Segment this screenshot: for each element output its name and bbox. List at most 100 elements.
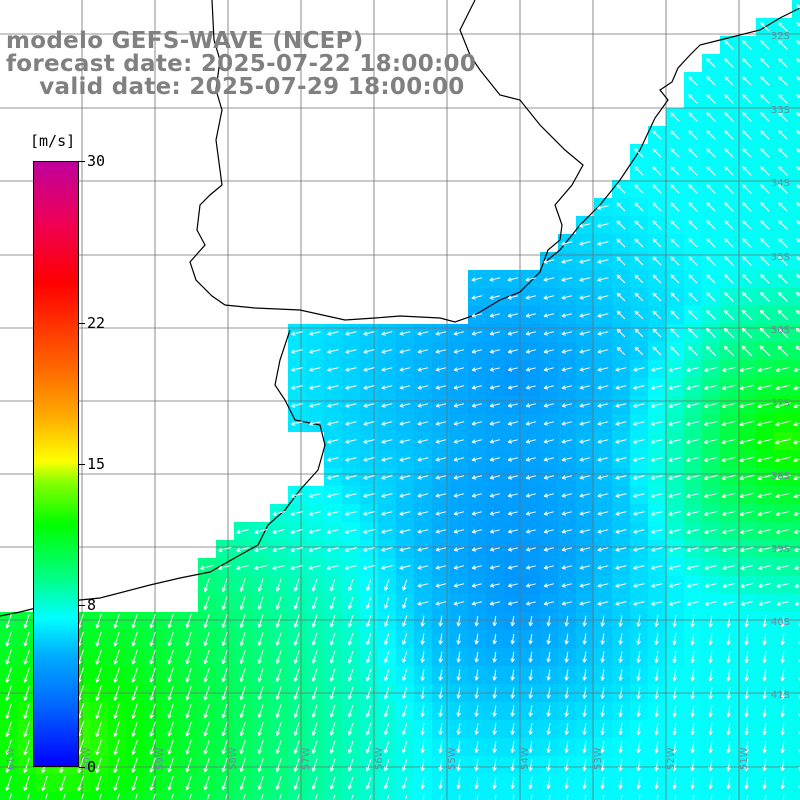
longitude-label: 55W bbox=[447, 747, 458, 770]
wind-arrow bbox=[793, 385, 800, 391]
wind-arrow bbox=[602, 795, 605, 800]
wind-arrow bbox=[597, 565, 609, 570]
wind-arrow bbox=[723, 327, 735, 339]
wind-arrow bbox=[221, 668, 228, 683]
wind-speed-cell bbox=[558, 792, 576, 800]
wind-arrow bbox=[453, 565, 465, 570]
wind-arrow bbox=[327, 331, 339, 336]
longitude-label: 60W bbox=[82, 747, 93, 770]
wind-speed-cell bbox=[720, 792, 738, 800]
wind-arrow bbox=[597, 295, 609, 300]
wind-arrow bbox=[113, 721, 120, 737]
wind-arrow bbox=[757, 456, 773, 463]
wind-arrow bbox=[561, 547, 573, 552]
wind-arrow bbox=[561, 277, 573, 282]
wind-arrow bbox=[706, 274, 716, 284]
wind-arrow bbox=[95, 739, 102, 755]
wind-arrow bbox=[489, 421, 501, 426]
wind-arrow bbox=[724, 94, 734, 104]
wind-arrow bbox=[670, 148, 680, 158]
wind-arrow bbox=[203, 596, 210, 610]
wind-arrow bbox=[548, 795, 551, 800]
wind-arrow bbox=[670, 274, 680, 284]
wind-arrow bbox=[149, 667, 156, 683]
wind-arrow bbox=[381, 529, 393, 534]
wind-speed-cell bbox=[792, 144, 800, 162]
wind-arrow bbox=[794, 565, 800, 570]
wind-arrow bbox=[775, 456, 791, 463]
wind-arrow bbox=[507, 439, 519, 444]
wind-arrow bbox=[757, 366, 773, 373]
wind-arrow bbox=[471, 475, 483, 480]
wind-arrow bbox=[636, 669, 641, 681]
wind-arrow bbox=[167, 775, 174, 791]
wind-arrow bbox=[564, 633, 569, 645]
wind-arrow bbox=[686, 366, 700, 372]
wind-arrow bbox=[311, 758, 318, 772]
wind-arrow bbox=[23, 649, 30, 665]
wind-arrow bbox=[350, 794, 354, 800]
wind-arrow bbox=[510, 741, 515, 753]
wind-speed-cell bbox=[792, 792, 800, 800]
wind-speed-cell bbox=[792, 324, 800, 342]
wind-arrow bbox=[489, 457, 501, 462]
wind-arrow bbox=[742, 40, 752, 50]
wind-arrow bbox=[708, 776, 713, 790]
wind-speed-cell bbox=[450, 792, 468, 800]
wind-arrow bbox=[489, 475, 501, 480]
wind-arrow bbox=[724, 184, 734, 194]
wind-arrow bbox=[776, 546, 790, 553]
wind-arrow bbox=[293, 578, 300, 592]
wind-arrow bbox=[420, 615, 425, 627]
wind-arrow bbox=[348, 578, 354, 592]
wind-arrow bbox=[703, 492, 718, 499]
wind-arrow bbox=[311, 740, 318, 754]
wind-arrow bbox=[525, 601, 536, 606]
wind-arrow bbox=[615, 367, 627, 372]
wind-arrow bbox=[688, 166, 698, 176]
wind-arrow bbox=[507, 277, 519, 282]
wind-arrow bbox=[308, 511, 322, 516]
wind-arrow bbox=[345, 475, 357, 480]
wind-arrow bbox=[296, 794, 300, 800]
wind-arrow bbox=[438, 705, 443, 717]
wind-arrow bbox=[543, 403, 555, 408]
wind-arrow bbox=[668, 601, 681, 606]
wind-arrow bbox=[746, 794, 749, 800]
wind-arrow bbox=[615, 475, 627, 480]
wind-arrow bbox=[597, 529, 609, 534]
wind-arrow bbox=[688, 310, 698, 320]
wind-arrow bbox=[293, 668, 300, 682]
wind-arrow bbox=[670, 166, 680, 176]
wind-arrow bbox=[778, 202, 788, 212]
wind-arrow bbox=[543, 457, 555, 462]
wind-arrow bbox=[327, 421, 339, 426]
wind-arrow bbox=[456, 651, 461, 663]
wind-arrow bbox=[507, 493, 519, 498]
wind-arrow bbox=[363, 493, 375, 498]
wind-arrow bbox=[384, 579, 390, 591]
wind-arrow bbox=[705, 345, 716, 356]
wind-arrow bbox=[579, 331, 591, 336]
wind-arrow bbox=[257, 722, 264, 737]
wind-arrow bbox=[492, 723, 497, 735]
wind-arrow bbox=[706, 292, 716, 302]
wind-arrow bbox=[762, 776, 767, 790]
wind-arrow bbox=[721, 474, 737, 481]
wind-arrow bbox=[672, 723, 677, 736]
wind-arrow bbox=[633, 493, 645, 498]
wind-arrow bbox=[383, 704, 390, 718]
wind-arrow bbox=[561, 313, 573, 318]
wind-arrow bbox=[221, 686, 228, 701]
wind-speed-cell bbox=[198, 792, 216, 800]
wind-arrow bbox=[420, 758, 425, 772]
wind-arrow bbox=[402, 579, 408, 591]
wind-arrow bbox=[471, 349, 483, 354]
wind-arrow bbox=[654, 723, 659, 736]
wind-arrow bbox=[329, 686, 336, 700]
wind-arrow bbox=[616, 202, 626, 212]
wind-arrow bbox=[780, 686, 785, 700]
wind-speed-cell bbox=[792, 90, 800, 108]
wind-arrow bbox=[525, 493, 537, 498]
